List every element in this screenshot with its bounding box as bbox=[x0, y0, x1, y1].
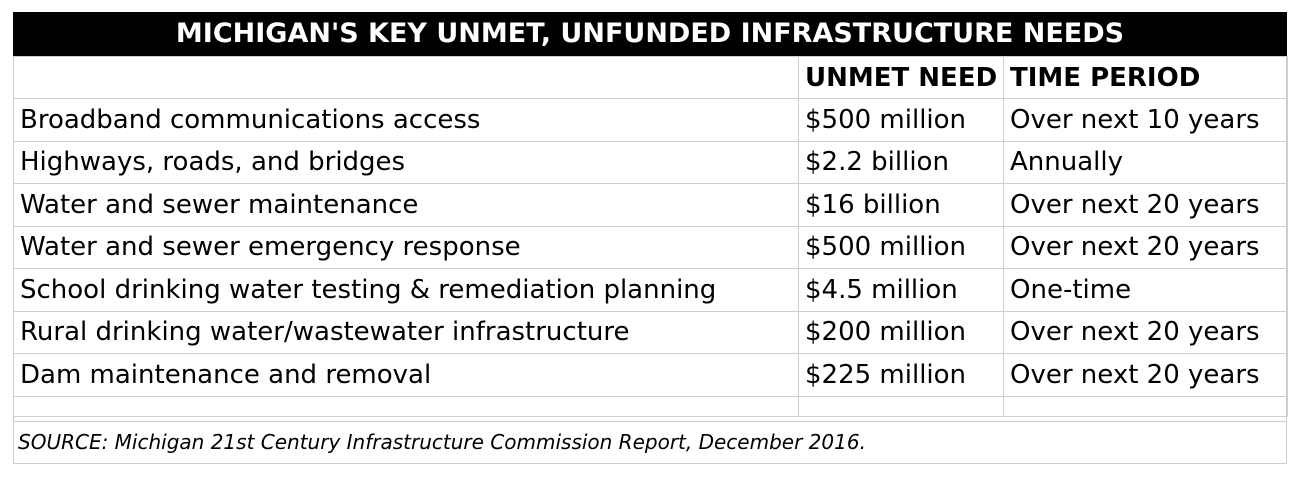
row-unmet-need: $500 million bbox=[798, 98, 1004, 142]
table-row: Broadband communications access $500 mil… bbox=[13, 98, 1288, 142]
spacer-cell bbox=[1003, 395, 1288, 417]
table-row: Water and sewer maintenance $16 billion … bbox=[13, 183, 1288, 227]
row-time-period: Over next 20 years bbox=[1003, 183, 1288, 227]
row-unmet-need: $16 billion bbox=[798, 183, 1004, 227]
needs-table: UNMET NEED TIME PERIOD Broadband communi… bbox=[13, 56, 1288, 417]
row-item: Broadband communications access bbox=[13, 98, 799, 142]
source-note: SOURCE: Michigan 21st Century Infrastruc… bbox=[13, 421, 1287, 464]
table-row: School drinking water testing & remediat… bbox=[13, 268, 1288, 312]
header-row: UNMET NEED TIME PERIOD bbox=[13, 56, 1288, 99]
row-item: Highways, roads, and bridges bbox=[13, 140, 799, 184]
table-title: MICHIGAN'S KEY UNMET, UNFUNDED INFRASTRU… bbox=[13, 12, 1287, 56]
spacer-cell bbox=[13, 395, 799, 417]
header-time-period: TIME PERIOD bbox=[1003, 56, 1288, 99]
row-time-period: Over next 20 years bbox=[1003, 310, 1288, 354]
row-item: Dam maintenance and removal bbox=[13, 353, 799, 397]
spacer-cell bbox=[798, 395, 1004, 417]
row-item: Water and sewer maintenance bbox=[13, 183, 799, 227]
table-row: Water and sewer emergency response $500 … bbox=[13, 225, 1288, 269]
spacer-row bbox=[13, 395, 1288, 417]
row-unmet-need: $2.2 billion bbox=[798, 140, 1004, 184]
row-unmet-need: $4.5 million bbox=[798, 268, 1004, 312]
header-item bbox=[13, 56, 799, 99]
table-row: Highways, roads, and bridges $2.2 billio… bbox=[13, 140, 1288, 184]
row-item: School drinking water testing & remediat… bbox=[13, 268, 799, 312]
row-item: Rural drinking water/wastewater infrastr… bbox=[13, 310, 799, 354]
table-row: Dam maintenance and removal $225 million… bbox=[13, 353, 1288, 397]
row-time-period: Over next 20 years bbox=[1003, 225, 1288, 269]
header-unmet-need: UNMET NEED bbox=[798, 56, 1004, 99]
row-unmet-need: $500 million bbox=[798, 225, 1004, 269]
table-row: Rural drinking water/wastewater infrastr… bbox=[13, 310, 1288, 354]
row-unmet-need: $225 million bbox=[798, 353, 1004, 397]
row-time-period: Over next 20 years bbox=[1003, 353, 1288, 397]
row-time-period: Over next 10 years bbox=[1003, 98, 1288, 142]
row-unmet-need: $200 million bbox=[798, 310, 1004, 354]
row-time-period: Annually bbox=[1003, 140, 1288, 184]
row-item: Water and sewer emergency response bbox=[13, 225, 799, 269]
row-time-period: One-time bbox=[1003, 268, 1288, 312]
